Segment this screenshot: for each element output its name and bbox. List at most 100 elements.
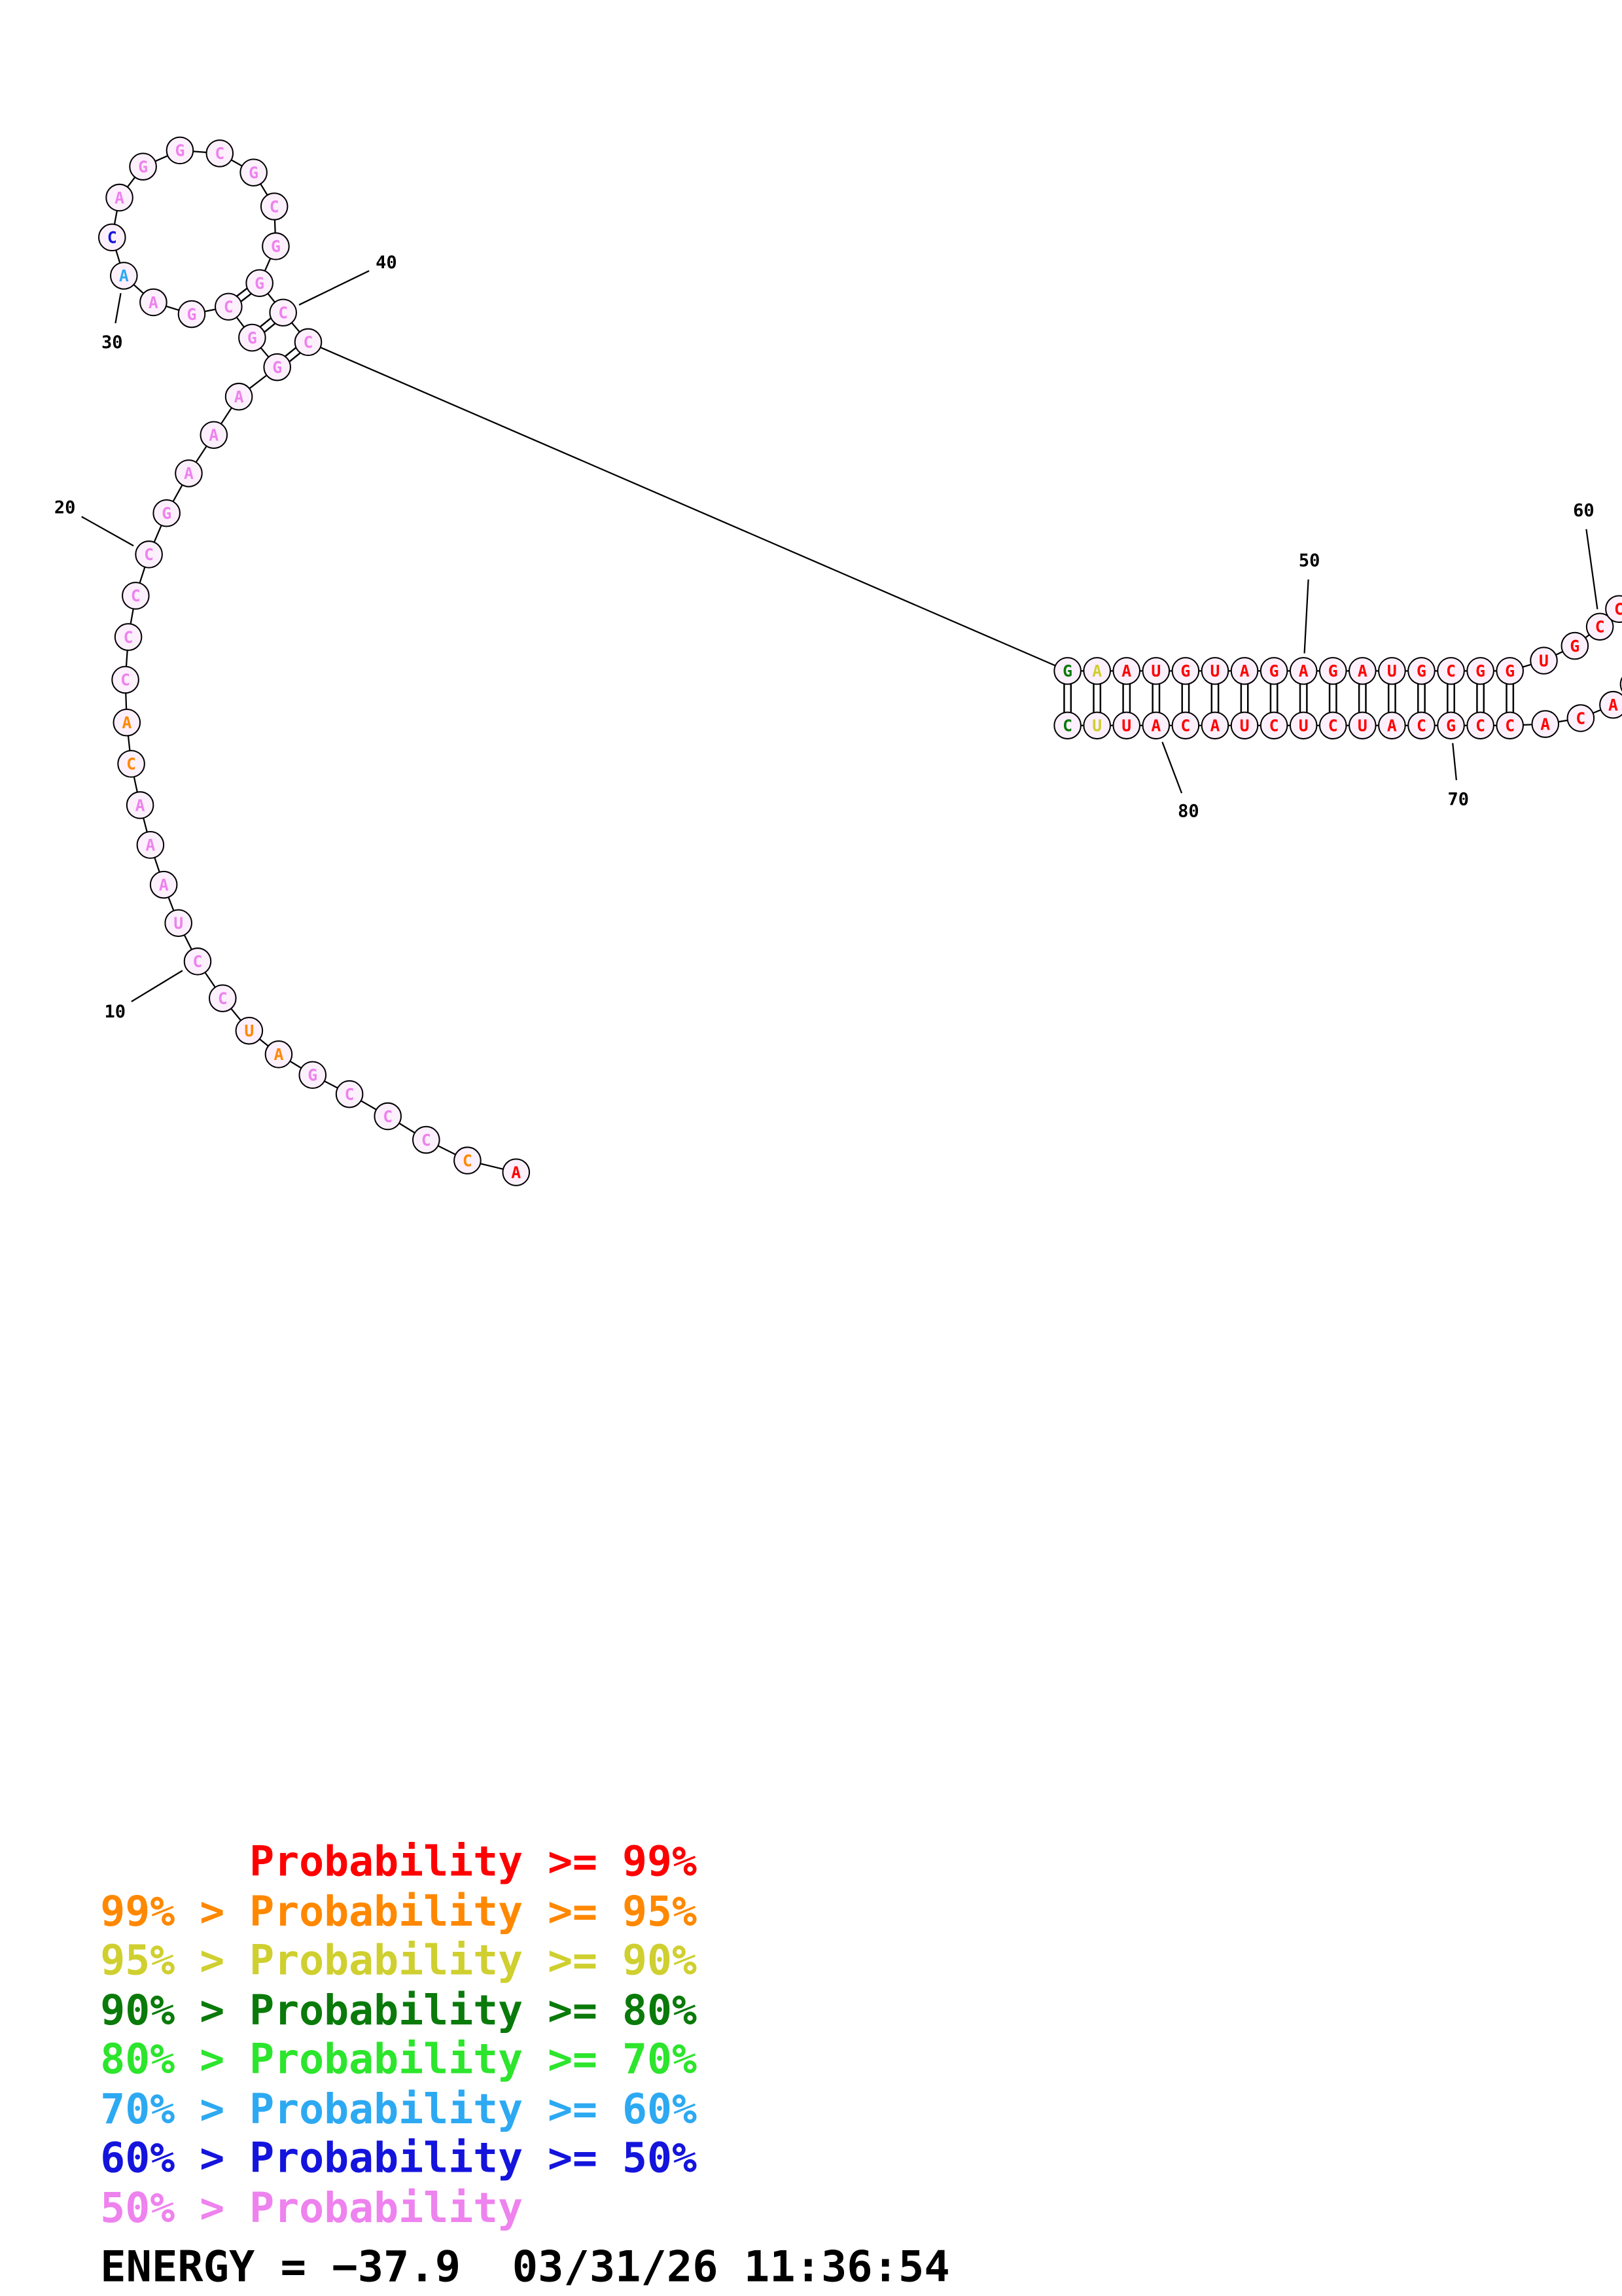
nucleotide-base: G [1328, 662, 1338, 680]
nucleotide-circle [1605, 595, 1622, 624]
nucleotide-base: C [270, 197, 279, 216]
nucleotide-base: A [1358, 662, 1367, 680]
legend-line: 90% > Probability >= 80% [100, 1985, 697, 2034]
nucleotide-base: C [218, 989, 228, 1008]
nucleotide-base: U [173, 914, 183, 933]
nucleotide-base: G [1475, 662, 1485, 680]
nucleotide-base: U [1092, 716, 1102, 735]
nucleotide-circle [1230, 711, 1259, 740]
legend-line: 60% > Probability >= 50% [100, 2133, 697, 2183]
nucleotide-circle [1349, 657, 1377, 685]
nucleotide-circle [1318, 657, 1347, 685]
nucleotide-circle [114, 623, 143, 651]
nucleotide-base: C [1063, 716, 1072, 735]
position-label: 80 [1178, 801, 1199, 821]
nucleotide-base: A [1210, 716, 1220, 735]
nucleotide-circle [1083, 711, 1111, 740]
nucleotide-circle [1349, 711, 1377, 740]
nucleotide-circle [1318, 711, 1347, 740]
nucleotide-circle [502, 1158, 531, 1186]
nucleotide-base: C [1614, 600, 1622, 619]
nucleotide-base: U [1539, 651, 1549, 670]
nucleotide-circle [129, 152, 157, 181]
nucleotide-base: A [234, 387, 244, 406]
nucleotide-circle [238, 323, 266, 352]
nucleotide-base: A [115, 188, 124, 207]
nucleotide-base: C [1269, 716, 1279, 735]
nucleotide-circle [215, 292, 243, 321]
nucleotide-circle [1466, 711, 1494, 740]
nucleotide-circle [200, 421, 228, 450]
nucleotide-circle [262, 232, 290, 260]
nucleotide-base: G [255, 274, 264, 292]
nucleotide-circle [453, 1146, 482, 1174]
nucleotide-base: A [159, 875, 169, 894]
nucleotide-base: C [383, 1107, 393, 1126]
position-labels: 10 20 30 40 50 60 70 80 [54, 253, 1598, 1022]
nucleotide-circle [117, 750, 145, 778]
position-label: 10 [104, 1002, 126, 1022]
position-label: 40 [376, 253, 397, 273]
nucleotide-circle [1053, 711, 1082, 740]
nucleotide-base: A [511, 1163, 521, 1182]
nucleotide-circle [1531, 710, 1560, 738]
nucleotide-circle [1142, 711, 1171, 740]
nucleotide-circle [1496, 711, 1524, 740]
nucleotide-circle [135, 540, 163, 569]
nucleotide-circle [149, 870, 178, 899]
nucleotide-base: C [131, 586, 141, 605]
nucleotide-circle [105, 183, 133, 212]
basepair-bonds [226, 279, 1515, 726]
position-label-pointer [1303, 579, 1309, 654]
legend-line: 50% > Probability [100, 2183, 523, 2232]
nucleotide-circle [122, 582, 150, 610]
nucleotide-base: A [1092, 662, 1102, 680]
legend-line: 70% > Probability >= 60% [100, 2084, 697, 2133]
nucleotide-base: C [124, 627, 133, 646]
nucleotide-circle [1619, 677, 1622, 692]
nucleotide-circle [1407, 711, 1436, 740]
nucleotide-base: C [224, 298, 234, 317]
nucleotide-base: G [1446, 716, 1456, 735]
nucleotide-circle [1466, 657, 1494, 685]
nucleotide-base: C [1475, 716, 1485, 735]
nucleotide-circle [1171, 711, 1200, 740]
nucleotide-base: G [308, 1066, 317, 1085]
nucleotide-circle [260, 192, 289, 221]
nucleotide-base: C [1328, 716, 1338, 735]
nucleotide-circle [164, 909, 192, 938]
nucleotide-base: C [421, 1131, 431, 1150]
nucleotide-circle [1171, 657, 1200, 685]
nucleotide-base: G [1269, 662, 1279, 680]
nucleotide-base: C [304, 333, 313, 352]
nucleotide-circle [1289, 711, 1318, 740]
nucleotide-circle [1599, 690, 1622, 719]
nucleotide-circle [335, 1080, 364, 1108]
nucleotide-base: A [135, 796, 145, 815]
backbone-segment [308, 341, 1068, 672]
nucleotide-base: A [119, 266, 129, 285]
nucleotide-circle [239, 158, 268, 186]
nucleotide-base: C [107, 228, 117, 247]
nucleotide-base: C [345, 1085, 355, 1104]
nucleotide-circle [235, 1016, 264, 1045]
nucleotide-base: A [273, 1045, 283, 1064]
nucleotide-base: A [1608, 696, 1618, 715]
nucleotide-base: G [162, 504, 171, 523]
nucleotide-circle [1230, 657, 1259, 685]
nucleotide-base: C [144, 545, 154, 564]
position-label-pointer [1161, 741, 1183, 794]
nucleotide-base: C [120, 671, 130, 690]
nucleotide-base: U [1240, 716, 1250, 735]
nucleotide-base: G [272, 358, 282, 377]
nucleotide-base: A [1151, 716, 1161, 735]
nucleotide-base: A [149, 293, 158, 312]
nucleotide-base: U [244, 1021, 254, 1040]
position-label-pointer [1452, 743, 1458, 781]
nucleotide-base: C [215, 144, 224, 163]
nucleotide-circle [183, 947, 212, 976]
nucleotide-base: C [1595, 618, 1605, 637]
nucleotide-circle [136, 831, 165, 859]
